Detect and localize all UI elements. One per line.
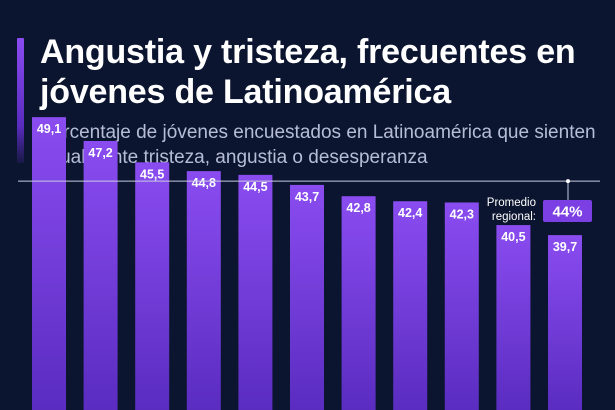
bar-value-label: 49,1	[37, 122, 61, 136]
bar-value-label: 42,3	[450, 207, 474, 221]
regional-average-label-line2: regional:	[492, 211, 536, 223]
regional-average-label-line1: Promedio	[487, 197, 536, 209]
bar	[341, 196, 376, 410]
bar-value-label: 44,8	[192, 176, 216, 190]
bar-value-label: 42,4	[398, 206, 422, 220]
regional-average-value: 44%	[552, 204, 582, 221]
bar	[238, 174, 273, 410]
bar	[496, 225, 531, 410]
chart-title: Angustia y tristeza, frecuentes en jóven…	[40, 33, 576, 111]
bar-value-label: 40,5	[501, 230, 525, 244]
regional-average-marker	[566, 179, 570, 184]
title-accent-bar	[17, 38, 24, 163]
bar-value-label: 47,2	[88, 146, 112, 160]
regional-average-badge	[543, 200, 592, 222]
bar-value-label: 39,7	[553, 240, 577, 254]
bar	[290, 184, 324, 410]
bar-value-label: 42,8	[346, 201, 370, 215]
bar	[135, 162, 170, 410]
bar-value-label: 43,7	[295, 190, 319, 204]
bar	[444, 202, 479, 410]
bar	[83, 140, 118, 410]
bar	[548, 235, 582, 410]
bar	[186, 171, 221, 410]
bar-value-label: 45,5	[140, 167, 164, 181]
bar-value-label: 44,5	[243, 180, 267, 194]
bar	[32, 117, 66, 410]
bar	[393, 201, 428, 410]
